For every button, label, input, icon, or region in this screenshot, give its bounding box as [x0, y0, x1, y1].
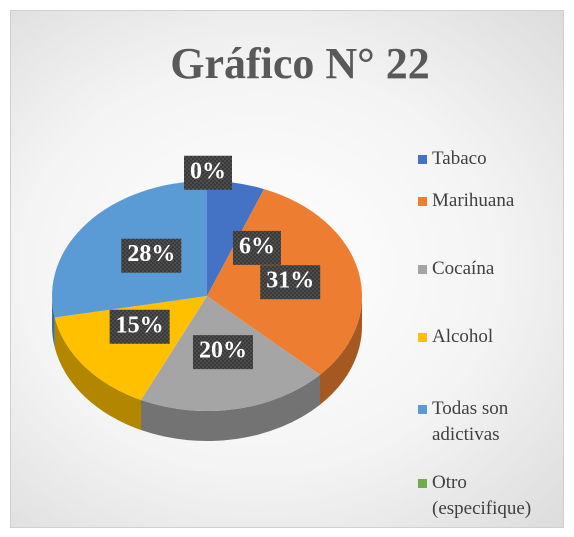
data-label: 31%: [260, 265, 321, 300]
legend-swatch: [418, 155, 427, 164]
legend-item: Marihuana: [418, 188, 548, 214]
data-label-box: [184, 155, 232, 190]
data-label: 28%: [121, 238, 182, 273]
data-label-box: [192, 335, 253, 370]
legend-label: Tabaco: [432, 148, 487, 169]
legend-item: Otro (especifique): [418, 470, 548, 522]
legend-swatch: [418, 405, 427, 414]
legend-item: Todas son adictivas: [418, 396, 548, 448]
data-label-text: 15%: [116, 312, 164, 338]
chart-title: Gráfico N° 22: [170, 39, 430, 88]
legend-label: Marihuana: [432, 190, 515, 211]
legend-swatch: [418, 197, 427, 206]
legend-label: Cocaína: [432, 258, 495, 279]
legend-swatch: [418, 265, 427, 274]
data-label-box: [232, 230, 281, 265]
data-label: 15%: [109, 309, 170, 344]
slice-side: [319, 296, 362, 405]
data-label-text: 31%: [266, 268, 314, 294]
data-label-text: 20%: [199, 338, 247, 364]
data-label: 0%: [184, 155, 232, 190]
legend-item: Alcohol: [418, 324, 548, 350]
slice-side: [52, 296, 55, 348]
data-label-text: 6%: [239, 233, 275, 259]
data-label-box: [121, 238, 182, 273]
slice-side: [54, 317, 142, 431]
data-label: 6%: [232, 230, 281, 265]
data-label-box: [109, 309, 170, 344]
legend-item: Cocaína: [418, 256, 548, 282]
legend-swatch: [418, 479, 427, 488]
legend-label: Otro (especifique): [432, 472, 532, 519]
data-label-text: 28%: [127, 241, 175, 267]
data-label-text: 0%: [190, 158, 226, 184]
data-label: 20%: [192, 335, 253, 370]
legend-item: Tabaco: [418, 146, 548, 172]
legend-swatch: [418, 333, 427, 342]
legend-label: Alcohol: [432, 326, 494, 347]
slice-side: [141, 374, 320, 441]
legend-label: Todas son adictivas: [432, 398, 509, 445]
data-label-box: [260, 265, 321, 300]
